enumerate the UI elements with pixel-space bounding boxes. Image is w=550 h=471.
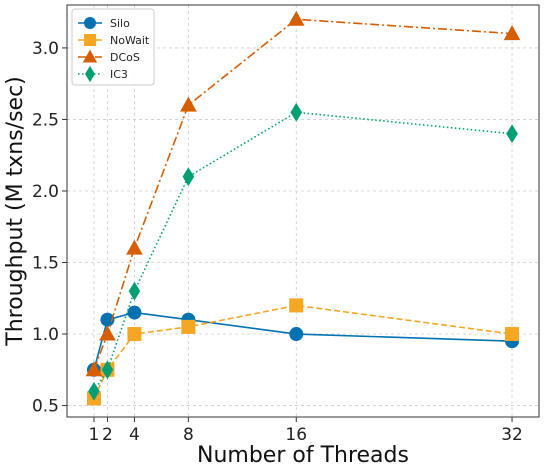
data-point-dcos bbox=[99, 325, 116, 341]
data-point-ic3 bbox=[506, 124, 518, 144]
series-line-nowait bbox=[93, 304, 513, 399]
y-tick-label: 3.0 bbox=[32, 39, 59, 59]
legend-item-dcos: DCoS bbox=[78, 49, 140, 64]
data-point-silo bbox=[127, 305, 142, 320]
data-point-nowait bbox=[181, 319, 196, 334]
series-dcos bbox=[85, 10, 521, 377]
x-tick-label: 16 bbox=[285, 425, 307, 445]
x-axis-title: Number of Threads bbox=[197, 443, 409, 468]
tick-layer: 1 2 4 8 16 32 0.5 1.0 1.5 2.0 2.5 3.0 bbox=[32, 39, 523, 445]
y-tick-label: 1.5 bbox=[32, 254, 59, 274]
series-line-silo bbox=[93, 311, 513, 370]
legend-marker bbox=[84, 34, 96, 46]
data-point-dcos bbox=[126, 239, 143, 255]
data-point-ic3 bbox=[88, 381, 100, 401]
data-point-nowait bbox=[289, 298, 304, 313]
series-layer bbox=[85, 10, 521, 406]
data-point-ic3 bbox=[182, 167, 195, 187]
legend-label: Silo bbox=[110, 17, 130, 30]
legend-item-silo: Silo bbox=[78, 17, 130, 30]
x-tick-label: 32 bbox=[501, 425, 523, 445]
data-point-nowait bbox=[505, 327, 520, 342]
data-point-nowait bbox=[127, 327, 142, 342]
legend-marker bbox=[82, 49, 98, 63]
legend-label: IC3 bbox=[110, 68, 128, 81]
legend-label: NoWait bbox=[110, 34, 150, 47]
series-silo bbox=[86, 305, 520, 377]
data-point-dcos bbox=[180, 96, 197, 112]
plot-frame bbox=[66, 4, 540, 418]
legend-item-nowait: NoWait bbox=[78, 34, 150, 47]
data-point-ic3 bbox=[128, 281, 141, 301]
data-point-silo bbox=[289, 327, 304, 342]
data-point-dcos bbox=[85, 361, 103, 377]
legend-marker bbox=[84, 17, 96, 29]
x-tick-label: 8 bbox=[183, 425, 194, 445]
x-tick-label: 2 bbox=[102, 425, 113, 445]
data-point-dcos bbox=[287, 10, 305, 26]
legend-label: DCoS bbox=[110, 51, 140, 64]
y-axis-title: Throughput (M txns/sec) bbox=[3, 76, 28, 346]
series-line-ic3 bbox=[93, 111, 513, 392]
legend: Silo NoWait DCoS IC3 bbox=[71, 8, 155, 86]
y-tick-label: 2.0 bbox=[32, 182, 59, 202]
series-line-dcos bbox=[93, 18, 513, 371]
y-tick-label: 1.0 bbox=[32, 325, 59, 345]
y-tick-label: 0.5 bbox=[32, 397, 59, 417]
y-tick-label: 2.5 bbox=[32, 110, 59, 130]
legend-marker bbox=[85, 65, 95, 83]
data-point-ic3 bbox=[290, 102, 303, 122]
data-point-ic3 bbox=[101, 360, 114, 380]
x-tick-label: 1 bbox=[89, 425, 100, 445]
x-tick-label: 4 bbox=[129, 425, 140, 445]
data-point-dcos bbox=[503, 25, 521, 41]
legend-item-ic3: IC3 bbox=[78, 65, 128, 83]
series-ic3 bbox=[88, 102, 518, 401]
